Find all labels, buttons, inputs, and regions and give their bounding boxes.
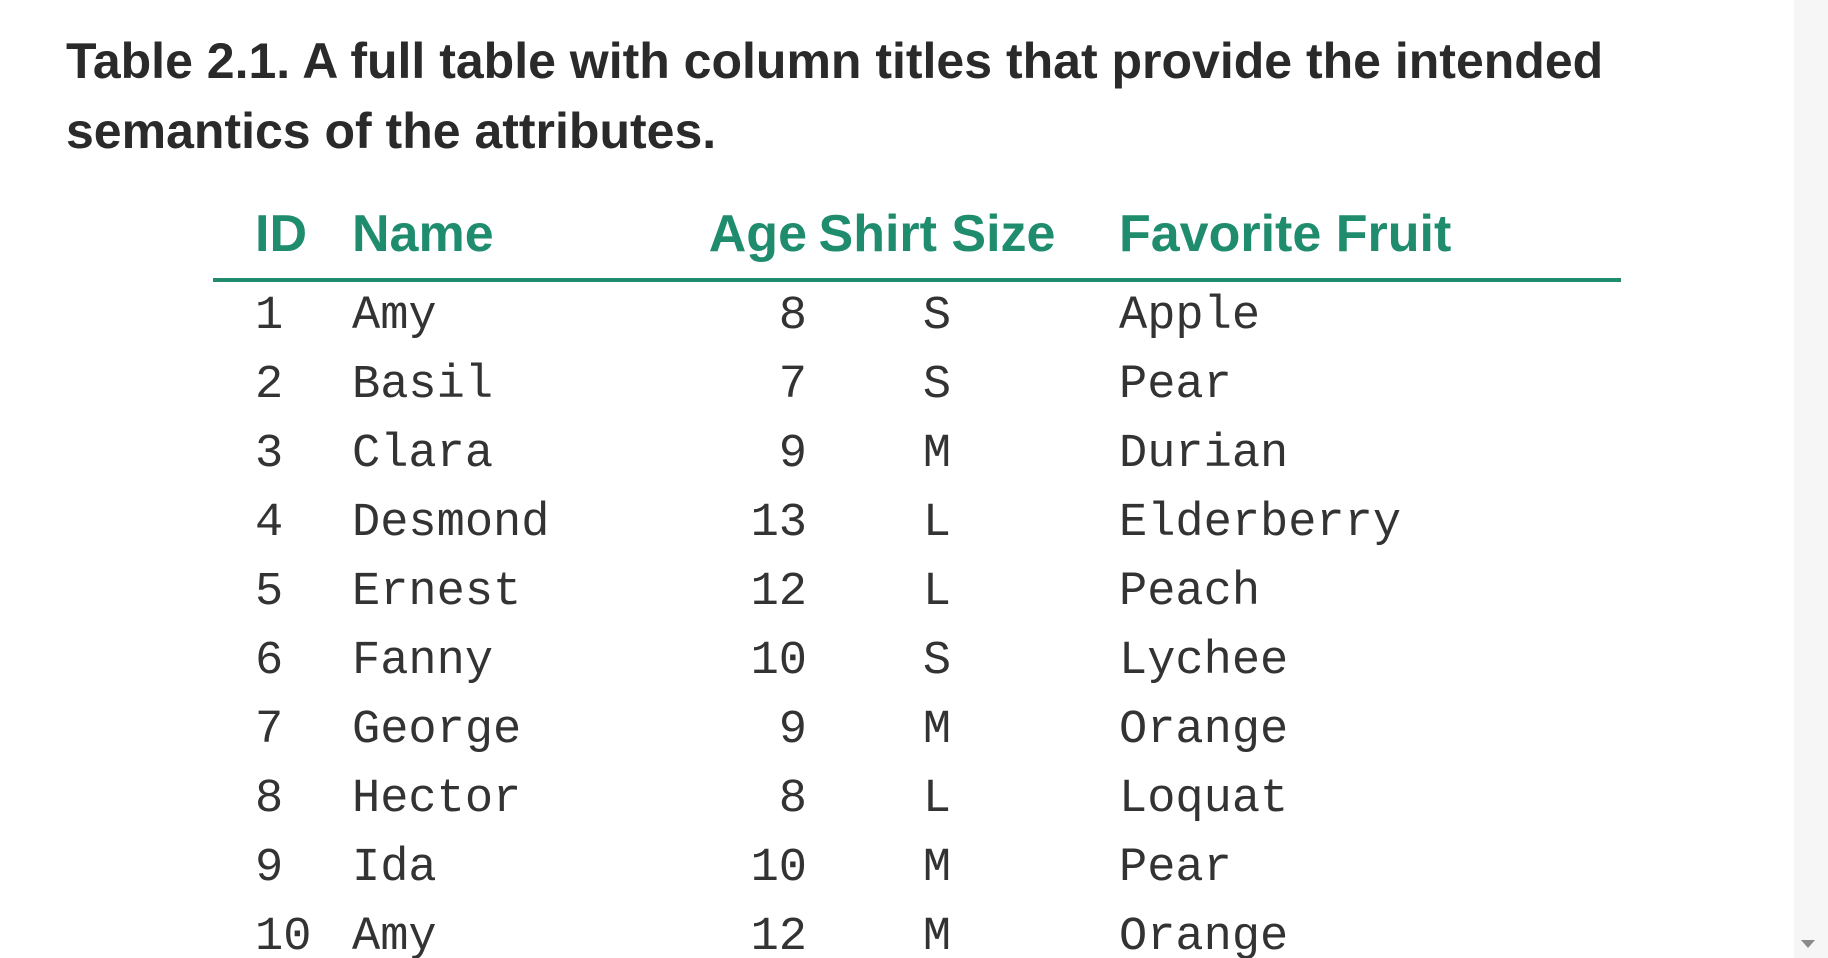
table-row: 7 George 9 M Orange (213, 696, 1621, 765)
cell-name: Ida (352, 842, 437, 895)
table-row: 5 Ernest 12 L Peach (213, 558, 1621, 627)
cell-name: Clara (352, 428, 494, 481)
cell-name: George (352, 704, 522, 757)
table-row: 2 Basil 7 S Pear (213, 351, 1621, 420)
table-container: ID Name Age Shirt Size Favorite Fruit 1 A… (213, 190, 1621, 958)
column-header-age: Age (640, 190, 807, 282)
cell-favorite-fruit: Lychee (1119, 635, 1289, 688)
cell-favorite-fruit: Pear (1119, 359, 1232, 412)
cell-favorite-fruit: Orange (1119, 911, 1289, 958)
cell-shirt-size: S (922, 359, 952, 412)
cell-shirt-size: L (922, 773, 952, 826)
cell-favorite-fruit: Peach (1119, 566, 1261, 619)
cell-shirt-size: L (922, 497, 952, 550)
cell-id: 9 (255, 842, 284, 895)
cell-id: 7 (255, 704, 284, 757)
cell-favorite-fruit: Pear (1119, 842, 1232, 895)
cell-favorite-fruit: Loquat (1119, 773, 1289, 826)
cell-favorite-fruit: Orange (1119, 704, 1289, 757)
cell-name: Desmond (352, 497, 550, 550)
cell-favorite-fruit: Elderberry (1119, 497, 1402, 550)
cell-age: 10 (750, 635, 807, 688)
column-header-id: ID (213, 190, 340, 282)
table-row: 6 Fanny 10 S Lychee (213, 627, 1621, 696)
cell-age: 8 (778, 773, 807, 826)
cell-name: Basil (352, 359, 494, 412)
table-header: ID Name Age Shirt Size Favorite Fruit (213, 190, 1621, 282)
cell-id: 2 (255, 359, 284, 412)
cell-age: 9 (778, 704, 807, 757)
cell-age: 7 (778, 359, 807, 412)
table-row: 3 Clara 9 M Durian (213, 420, 1621, 489)
cell-name: Ernest (352, 566, 522, 619)
cell-age: 13 (750, 497, 807, 550)
table-body: 1 Amy 8 S Apple 2 Basil 7 S Pear 3 Clara 9 M Durian 4 De… (213, 280, 1621, 958)
cell-favorite-fruit: Durian (1119, 428, 1289, 481)
cell-name: Hector (352, 773, 522, 826)
cell-id: 1 (255, 290, 284, 343)
table-row: 4 Desmond 13 L Elderberry (213, 489, 1621, 558)
cell-shirt-size: S (922, 290, 952, 343)
cell-shirt-size: M (922, 704, 952, 757)
cell-id: 3 (255, 428, 284, 481)
table-row: 9 Ida 10 M Pear (213, 834, 1621, 903)
header-row: ID Name Age Shirt Size Favorite Fruit (213, 190, 1621, 282)
table-row: 1 Amy 8 S Apple (213, 280, 1621, 351)
cell-shirt-size: M (922, 842, 952, 895)
cell-id: 10 (255, 911, 312, 958)
data-table: ID Name Age Shirt Size Favorite Fruit 1 A… (213, 190, 1621, 958)
cell-shirt-size: M (922, 428, 952, 481)
cell-shirt-size: L (922, 566, 952, 619)
cell-name: Amy (352, 911, 437, 958)
cell-id: 6 (255, 635, 284, 688)
cell-age: 12 (750, 911, 807, 958)
cell-shirt-size: M (922, 911, 952, 958)
cell-name: Amy (352, 290, 437, 343)
cell-name: Fanny (352, 635, 494, 688)
cell-id: 8 (255, 773, 284, 826)
column-header-shirt-size: Shirt Size (807, 190, 1067, 282)
cell-age: 9 (778, 428, 807, 481)
scrollbar[interactable] (1794, 0, 1828, 958)
cell-age: 8 (778, 290, 807, 343)
cell-age: 10 (750, 842, 807, 895)
table-caption: Table 2.1. A full table with column titl… (66, 33, 1604, 159)
table-row: 10 Amy 12 M Orange (213, 903, 1621, 958)
column-header-favorite-fruit: Favorite Fruit (1067, 190, 1621, 282)
cell-id: 5 (255, 566, 284, 619)
cell-age: 12 (750, 566, 807, 619)
cell-id: 4 (255, 497, 284, 550)
cell-shirt-size: S (922, 635, 952, 688)
table-row: 8 Hector 8 L Loquat (213, 765, 1621, 834)
column-header-name: Name (340, 190, 640, 282)
scroll-down-arrow-icon[interactable] (1801, 940, 1815, 948)
cell-favorite-fruit: Apple (1119, 290, 1261, 343)
